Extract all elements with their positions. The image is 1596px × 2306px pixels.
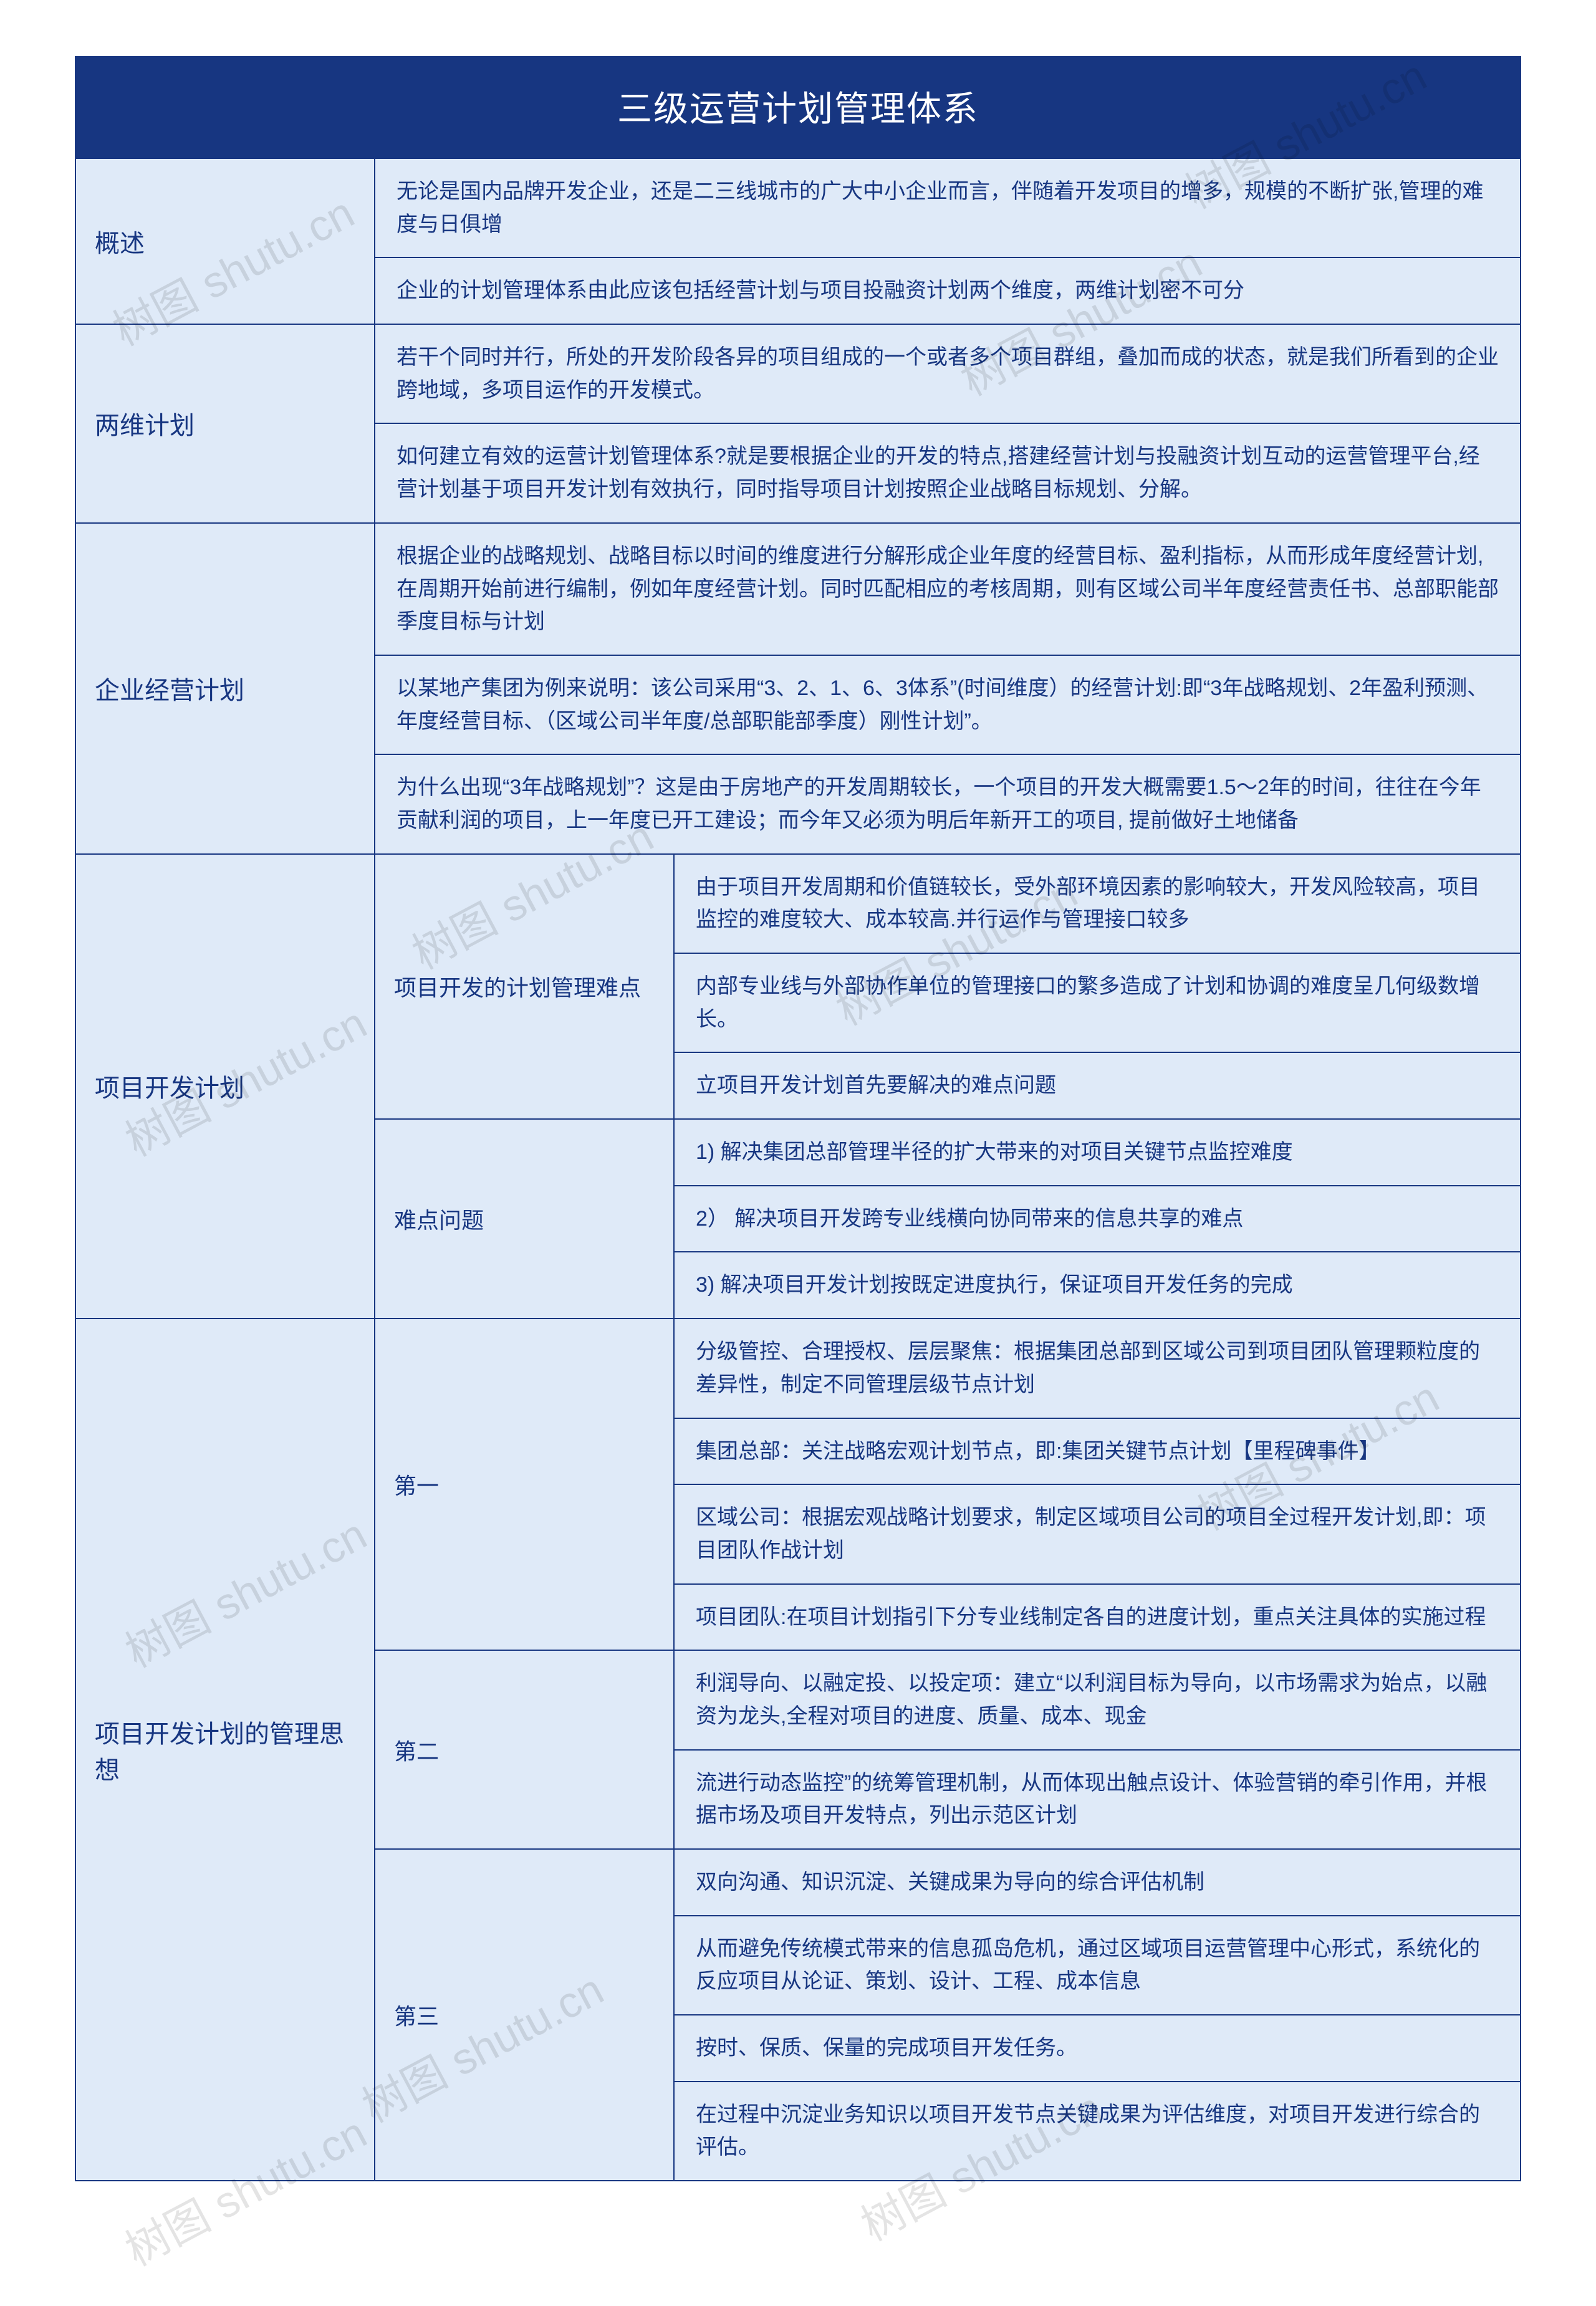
cell-text: 按时、保质、保量的完成项目开发任务。 [675, 2014, 1520, 2081]
sub-block-problems: 难点问题 1) 解决集团总部管理半径的扩大带来的对项目关键节点监控难度 2） 解… [375, 1118, 1520, 1318]
section-overview: 概述 无论是国内品牌开发企业，还是二三线城市的广大中小企业而言，伴随着开发项目的… [76, 158, 1520, 324]
section-body: 项目开发的计划管理难点 由于项目开发周期和价值链较长，受外部环境因素的影响较大，… [375, 855, 1520, 1319]
sub-label: 难点问题 [375, 1120, 675, 1318]
section-label: 项目开发计划 [76, 855, 375, 1319]
cell-text: 双向沟通、知识沉淀、关键成果为导向的综合评估机制 [675, 1850, 1520, 1915]
section-body: 根据企业的战略规划、战略目标以时间的维度进行分解形成企业年度的经营目标、盈利指标… [375, 524, 1520, 853]
cell-text: 从而避免传统模式带来的信息孤岛危机，通过区域项目运营管理中心形式，系统化的反应项… [675, 1915, 1520, 2014]
sub-body: 由于项目开发周期和价值链较长，受外部环境因素的影响较大，开发风险较高，项目监控的… [675, 855, 1520, 1118]
cell-text: 企业的计划管理体系由此应该包括经营计划与项目投融资计划两个维度，两维计划密不可分 [375, 257, 1520, 324]
sub-label: 第一 [375, 1319, 675, 1650]
cell-text: 流进行动态监控”的统筹管理机制，从而体现出触点设计、体验营销的牵引作用，并根据市… [675, 1749, 1520, 1848]
cell-text: 无论是国内品牌开发企业，还是二三线城市的广大中小企业而言，伴随着开发项目的增多，… [375, 159, 1520, 257]
cell-text: 项目团队:在项目计划指引下分专业线制定各自的进度计划，重点关注具体的实施过程 [675, 1583, 1520, 1650]
table-frame: 三级运营计划管理体系 概述 无论是国内品牌开发企业，还是二三线城市的广大中小企业… [75, 56, 1521, 2181]
cell-text: 以某地产集团为例来说明：该公司采用“3、2、1、6、3体系”(时间维度）的经营计… [375, 655, 1520, 754]
cell-text: 如何建立有效的运营计划管理体系?就是要根据企业的开发的特点,搭建经营计划与投融资… [375, 423, 1520, 522]
sub-block-first: 第一 分级管控、合理授权、层层聚焦：根据集团总部到区域公司到项目团队管理颗粒度的… [375, 1319, 1520, 1650]
sub-block-third: 第三 双向沟通、知识沉淀、关键成果为导向的综合评估机制 从而避免传统模式带来的信… [375, 1848, 1520, 2180]
section-body: 第一 分级管控、合理授权、层层聚焦：根据集团总部到区域公司到项目团队管理颗粒度的… [375, 1319, 1520, 2180]
cell-text: 分级管控、合理授权、层层聚焦：根据集团总部到区域公司到项目团队管理颗粒度的差异性… [675, 1319, 1520, 1417]
sub-label: 第三 [375, 1850, 675, 2180]
page: 三级运营计划管理体系 概述 无论是国内品牌开发企业，还是二三线城市的广大中小企业… [0, 0, 1596, 2306]
cell-text: 由于项目开发周期和价值链较长，受外部环境因素的影响较大，开发风险较高，项目监控的… [675, 855, 1520, 953]
sub-block-second: 第二 利润导向、以融定投、以投定项：建立“以利润目标为导向，以市场需求为始点，以… [375, 1650, 1520, 1848]
sub-body: 双向沟通、知识沉淀、关键成果为导向的综合评估机制 从而避免传统模式带来的信息孤岛… [675, 1850, 1520, 2180]
section-project-dev-plan: 项目开发计划 项目开发的计划管理难点 由于项目开发周期和价值链较长，受外部环境因… [76, 853, 1520, 1319]
section-body: 若干个同时并行，所处的开发阶段各异的项目组成的一个或者多个项目群组，叠加而成的状… [375, 325, 1520, 522]
sub-body: 分级管控、合理授权、层层聚焦：根据集团总部到区域公司到项目团队管理颗粒度的差异性… [675, 1319, 1520, 1650]
cell-text: 2） 解决项目开发跨专业线横向协同带来的信息共享的难点 [675, 1185, 1520, 1252]
cell-text: 3) 解决项目开发计划按既定进度执行，保证项目开发任务的完成 [675, 1251, 1520, 1318]
cell-text: 在过程中沉淀业务知识以项目开发节点关键成果为评估维度，对项目开发进行综合的评估。 [675, 2081, 1520, 2180]
sub-label: 项目开发的计划管理难点 [375, 855, 675, 1118]
sub-block-difficulties: 项目开发的计划管理难点 由于项目开发周期和价值链较长，受外部环境因素的影响较大，… [375, 855, 1520, 1118]
cell-text: 若干个同时并行，所处的开发阶段各异的项目组成的一个或者多个项目群组，叠加而成的状… [375, 325, 1520, 423]
section-mgmt-thought: 项目开发计划的管理思想 第一 分级管控、合理授权、层层聚焦：根据集团总部到区域公… [76, 1318, 1520, 2180]
sub-body: 利润导向、以融定投、以投定项：建立“以利润目标为导向，以市场需求为始点，以融资为… [675, 1651, 1520, 1848]
sub-body: 1) 解决集团总部管理半径的扩大带来的对项目关键节点监控难度 2） 解决项目开发… [675, 1120, 1520, 1318]
cell-text: 利润导向、以融定投、以投定项：建立“以利润目标为导向，以市场需求为始点，以融资为… [675, 1651, 1520, 1749]
section-label: 概述 [76, 159, 375, 324]
section-label: 项目开发计划的管理思想 [76, 1319, 375, 2180]
section-two-dim-plan: 两维计划 若干个同时并行，所处的开发阶段各异的项目组成的一个或者多个项目群组，叠… [76, 324, 1520, 522]
sub-label: 第二 [375, 1651, 675, 1848]
cell-text: 区域公司：根据宏观战略计划要求，制定区域项目公司的项目全过程开发计划,即：项目团… [675, 1484, 1520, 1583]
cell-text: 为什么出现“3年战略规划”？这是由于房地产的开发周期较长，一个项目的开发大概需要… [375, 754, 1520, 853]
cell-text: 立项目开发计划首先要解决的难点问题 [675, 1052, 1520, 1118]
section-enterprise-plan: 企业经营计划 根据企业的战略规划、战略目标以时间的维度进行分解形成企业年度的经营… [76, 522, 1520, 853]
section-label: 企业经营计划 [76, 524, 375, 853]
cell-text: 1) 解决集团总部管理半径的扩大带来的对项目关键节点监控难度 [675, 1120, 1520, 1185]
cell-text: 集团总部：关注战略宏观计划节点，即:集团关键节点计划【里程碑事件】 [675, 1418, 1520, 1484]
table-title: 三级运营计划管理体系 [76, 57, 1520, 158]
section-label: 两维计划 [76, 325, 375, 522]
cell-text: 内部专业线与外部协作单位的管理接口的繁多造成了计划和协调的难度呈几何级数增长。 [675, 953, 1520, 1052]
cell-text: 根据企业的战略规划、战略目标以时间的维度进行分解形成企业年度的经营目标、盈利指标… [375, 524, 1520, 655]
section-body: 无论是国内品牌开发企业，还是二三线城市的广大中小企业而言，伴随着开发项目的增多，… [375, 159, 1520, 324]
